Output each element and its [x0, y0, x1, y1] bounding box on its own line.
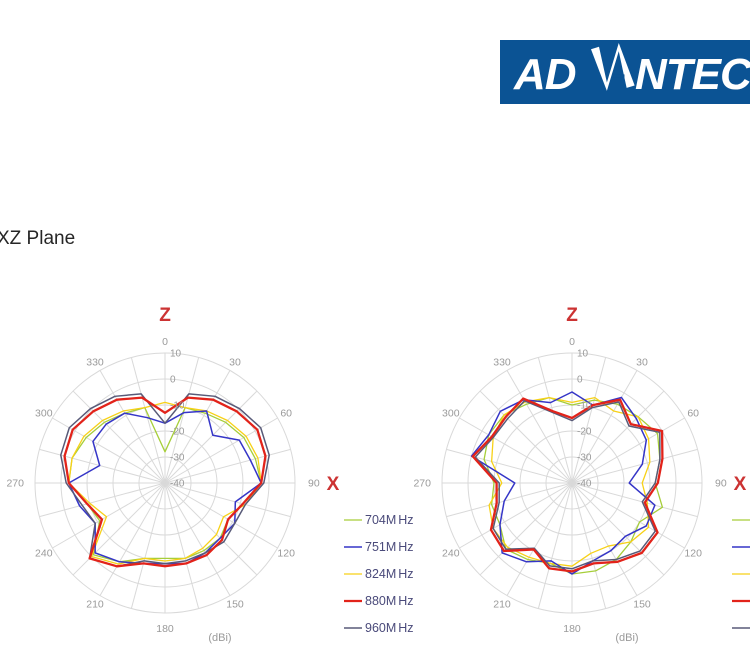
- svg-text:-40: -40: [577, 479, 592, 490]
- svg-text:150: 150: [633, 599, 651, 611]
- svg-text:0: 0: [569, 336, 575, 348]
- svg-text:-30: -30: [577, 453, 592, 464]
- svg-text:(dBi): (dBi): [615, 632, 638, 644]
- svg-text:210: 210: [86, 599, 104, 611]
- svg-text:X: X: [327, 474, 340, 495]
- svg-text:90: 90: [715, 478, 727, 490]
- svg-text:90: 90: [308, 478, 320, 490]
- svg-text:-40: -40: [170, 479, 185, 490]
- svg-text:NTECH: NTECH: [635, 50, 750, 99]
- svg-text:150: 150: [226, 599, 244, 611]
- svg-text:10: 10: [577, 349, 589, 360]
- svg-text:300: 300: [442, 408, 460, 420]
- svg-text:10: 10: [170, 349, 182, 360]
- svg-text:-20: -20: [577, 427, 592, 438]
- svg-text:330: 330: [493, 356, 511, 368]
- svg-text:330: 330: [86, 356, 104, 368]
- svg-text:-30: -30: [170, 453, 185, 464]
- svg-text:-20: -20: [170, 427, 185, 438]
- svg-text:-10: -10: [170, 401, 185, 412]
- svg-text:30: 30: [636, 356, 648, 368]
- svg-text:Z: Z: [159, 305, 171, 326]
- svg-text:0: 0: [577, 375, 583, 386]
- svg-text:270: 270: [6, 478, 24, 490]
- svg-text:240: 240: [35, 548, 53, 560]
- svg-text:30: 30: [229, 356, 241, 368]
- svg-text:Z: Z: [566, 305, 578, 326]
- svg-text:X: X: [734, 474, 747, 495]
- svg-text:270: 270: [413, 478, 431, 490]
- svg-text:0: 0: [162, 336, 168, 348]
- svg-text:210: 210: [493, 599, 511, 611]
- svg-text:(dBi): (dBi): [208, 632, 231, 644]
- svg-text:60: 60: [687, 408, 699, 420]
- svg-text:180: 180: [156, 623, 174, 635]
- svg-text:300: 300: [35, 408, 53, 420]
- svg-text:180: 180: [563, 623, 581, 635]
- svg-text:AD: AD: [513, 50, 576, 99]
- svg-text:240: 240: [442, 548, 460, 560]
- svg-text:-10: -10: [577, 401, 592, 412]
- svg-text:0: 0: [170, 375, 176, 386]
- svg-text:60: 60: [280, 408, 292, 420]
- svg-text:120: 120: [277, 548, 295, 560]
- svg-text:120: 120: [684, 548, 702, 560]
